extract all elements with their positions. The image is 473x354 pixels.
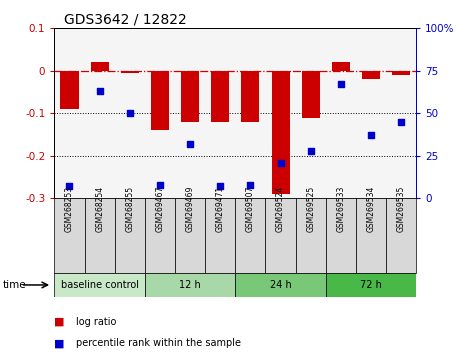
Text: GDS3642 / 12822: GDS3642 / 12822 bbox=[64, 12, 187, 27]
Text: GSM269469: GSM269469 bbox=[185, 185, 194, 232]
Bar bbox=[235, 273, 326, 297]
Text: percentile rank within the sample: percentile rank within the sample bbox=[76, 338, 241, 348]
Text: GSM269535: GSM269535 bbox=[397, 185, 406, 232]
Bar bbox=[61, 71, 79, 109]
Text: 72 h: 72 h bbox=[360, 280, 382, 290]
Text: GSM269467: GSM269467 bbox=[156, 185, 165, 232]
Point bbox=[277, 160, 284, 165]
Point bbox=[156, 182, 164, 188]
Text: GSM269507: GSM269507 bbox=[246, 185, 255, 232]
Text: ■: ■ bbox=[54, 338, 65, 348]
Text: GSM269533: GSM269533 bbox=[336, 185, 345, 232]
Bar bbox=[356, 198, 386, 273]
Text: baseline control: baseline control bbox=[61, 280, 139, 290]
Bar bbox=[54, 198, 85, 273]
Bar bbox=[241, 71, 259, 122]
Bar bbox=[392, 71, 410, 75]
Bar bbox=[296, 198, 326, 273]
Bar bbox=[85, 198, 114, 273]
Text: GSM269471: GSM269471 bbox=[216, 185, 225, 232]
Bar bbox=[114, 198, 145, 273]
Point bbox=[66, 183, 73, 189]
Bar bbox=[326, 198, 356, 273]
Bar bbox=[326, 273, 416, 297]
Text: GSM268253: GSM268253 bbox=[65, 185, 74, 232]
Text: GSM269524: GSM269524 bbox=[276, 185, 285, 232]
Point bbox=[307, 148, 315, 154]
Bar bbox=[332, 62, 350, 71]
Bar bbox=[145, 198, 175, 273]
Text: GSM269534: GSM269534 bbox=[367, 185, 376, 232]
Text: GSM268255: GSM268255 bbox=[125, 185, 134, 232]
Bar bbox=[235, 198, 265, 273]
Text: 24 h: 24 h bbox=[270, 280, 291, 290]
Bar bbox=[145, 273, 235, 297]
Point bbox=[367, 132, 375, 138]
Text: ■: ■ bbox=[54, 317, 65, 327]
Bar bbox=[302, 71, 320, 118]
Point bbox=[217, 183, 224, 189]
Bar bbox=[272, 71, 289, 194]
Point bbox=[96, 88, 104, 94]
Bar bbox=[205, 198, 235, 273]
Point bbox=[337, 81, 345, 87]
Text: time: time bbox=[2, 280, 26, 290]
Bar bbox=[91, 62, 109, 71]
Point bbox=[126, 110, 133, 116]
Bar bbox=[121, 71, 139, 73]
Bar bbox=[54, 273, 145, 297]
Bar bbox=[265, 198, 296, 273]
Bar bbox=[211, 71, 229, 122]
Bar bbox=[181, 71, 199, 122]
Text: GSM269525: GSM269525 bbox=[306, 185, 315, 232]
Text: log ratio: log ratio bbox=[76, 317, 116, 327]
Bar bbox=[175, 198, 205, 273]
Bar bbox=[151, 71, 169, 130]
Text: 12 h: 12 h bbox=[179, 280, 201, 290]
Point bbox=[186, 141, 194, 147]
Point bbox=[246, 182, 254, 188]
Bar bbox=[386, 198, 416, 273]
Text: GSM268254: GSM268254 bbox=[95, 185, 104, 232]
Bar bbox=[362, 71, 380, 79]
Point bbox=[397, 119, 405, 125]
